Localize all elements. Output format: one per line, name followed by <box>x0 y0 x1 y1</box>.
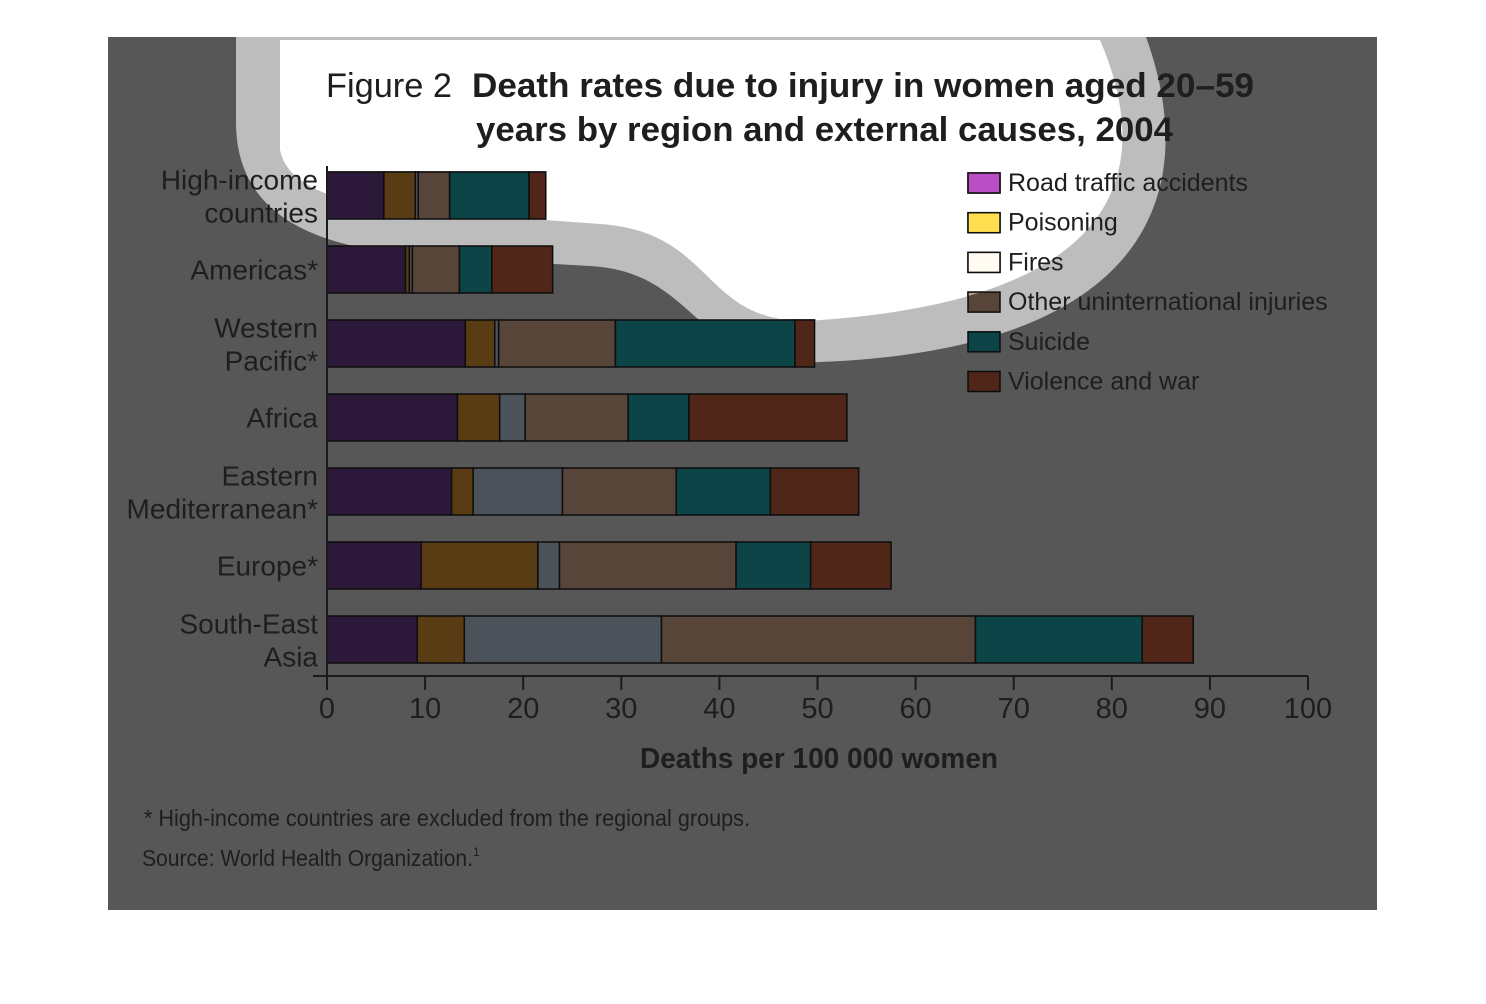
x-tick-label: 90 <box>1194 693 1226 725</box>
bar-segment-road-traffic-accidents <box>326 615 419 664</box>
category-label: South-East <box>179 609 318 640</box>
source-note: Source: World Health Organization.1 <box>142 845 480 871</box>
category-label: Asia <box>264 642 319 673</box>
x-axis-title: Deaths per 100 000 women <box>640 743 998 775</box>
bar-segment-other-uninternational-injuries <box>497 319 617 368</box>
legend-swatch-highlight <box>967 172 1001 194</box>
x-tick-label: 50 <box>801 693 833 725</box>
bar-segment-road-traffic-accidents <box>326 319 467 368</box>
x-tick-label: 40 <box>703 693 735 725</box>
legend-swatch <box>967 331 1001 353</box>
bar-segment-fires <box>463 615 663 664</box>
legend-label: Road traffic accidents <box>1008 169 1248 197</box>
figure-title-line1: Death rates due to injury in women aged … <box>472 67 1254 105</box>
bar-segment-fires <box>498 393 526 442</box>
category-label: Western <box>214 313 318 344</box>
bar-segment-suicide <box>458 245 493 294</box>
bar-segment-other-uninternational-injuries <box>561 467 677 516</box>
bar-segment-other-uninternational-injuries <box>524 393 629 442</box>
category-label: Eastern <box>222 461 319 492</box>
x-tick-label: 10 <box>409 693 441 725</box>
bar-segment-violence-and-war <box>809 541 892 590</box>
legend-label: Poisoning <box>1008 209 1118 237</box>
source-text: Source: World Health Organization. <box>142 845 473 871</box>
bar-segment-violence-and-war <box>528 171 547 220</box>
category-label: High-income <box>161 165 318 196</box>
bar-segment-road-traffic-accidents <box>326 245 407 294</box>
bar-segment-violence-and-war <box>688 393 848 442</box>
figure-title-line2: years by region and external causes, 200… <box>476 111 1173 149</box>
bar-segment-violence-and-war <box>1141 615 1194 664</box>
figure-label: Figure 2 <box>326 67 452 105</box>
bar-segment-road-traffic-accidents <box>326 541 422 590</box>
bar-segment-other-uninternational-injuries <box>417 171 451 220</box>
category-label: Americas* <box>190 255 318 286</box>
bar-segment-other-uninternational-injuries <box>558 541 737 590</box>
bar-segment-poisoning <box>450 467 474 516</box>
bar-segment-other-uninternational-injuries <box>411 245 461 294</box>
bar-segment-road-traffic-accidents <box>326 171 385 220</box>
category-label: Europe* <box>217 551 318 582</box>
bar-segment-other-uninternational-injuries <box>660 615 977 664</box>
bar-segment-poisoning <box>464 319 496 368</box>
x-axis: 0 10 20 30 40 50 60 70 80 90 100 <box>313 166 1332 725</box>
bar-segment-road-traffic-accidents <box>326 467 453 516</box>
bar-segment-fires <box>537 541 561 590</box>
legend-swatch-highlight <box>967 211 1001 234</box>
legend-swatch-highlight <box>967 251 1001 274</box>
x-tick-label: 0 <box>319 693 335 725</box>
bar-segment-suicide <box>735 541 812 590</box>
footnote: * High-income countries are excluded fro… <box>144 805 750 831</box>
x-tick-label: 70 <box>998 693 1030 725</box>
category-label: countries <box>204 198 318 229</box>
legend-label: Violence and war <box>1008 368 1199 396</box>
bar-segment-suicide <box>614 319 796 368</box>
x-tick-label: 80 <box>1096 693 1128 725</box>
bar-segment-road-traffic-accidents <box>326 393 459 442</box>
bar-segment-fires <box>472 467 564 516</box>
x-tick-label: 60 <box>899 693 931 725</box>
bar-segment-suicide <box>974 615 1143 664</box>
legend: Road traffic accidents Poisoning Fires Othe… <box>967 169 1328 396</box>
bar-segment-violence-and-war <box>794 319 816 368</box>
bar-segment-poisoning <box>383 171 417 220</box>
category-label: Africa <box>246 403 318 434</box>
legend-swatch <box>967 370 1001 393</box>
legend-label: Fires <box>1008 248 1064 276</box>
x-tick-label: 100 <box>1284 693 1332 725</box>
bar-segment-poisoning <box>416 615 466 664</box>
bar-segment-suicide <box>627 393 690 442</box>
bar-segment-poisoning <box>456 393 501 442</box>
x-tick-label: 30 <box>605 693 637 725</box>
bar-segment-violence-and-war <box>491 245 554 294</box>
legend-swatch <box>967 291 1001 313</box>
bar-segment-violence-and-war <box>769 467 860 516</box>
bar-segment-poisoning <box>420 541 539 590</box>
x-tick-label: 20 <box>507 693 539 725</box>
bar-segment-suicide <box>675 467 772 516</box>
legend-label: Suicide <box>1008 328 1090 356</box>
category-label: Mediterranean* <box>127 494 319 525</box>
spotlight-area <box>280 40 1123 321</box>
legend-label: Other uninternational injuries <box>1008 288 1328 316</box>
source-reference: 1 <box>473 845 480 859</box>
category-label: Pacific* <box>225 346 318 377</box>
bars-group <box>326 171 1194 664</box>
bar-segment-suicide <box>448 171 530 220</box>
